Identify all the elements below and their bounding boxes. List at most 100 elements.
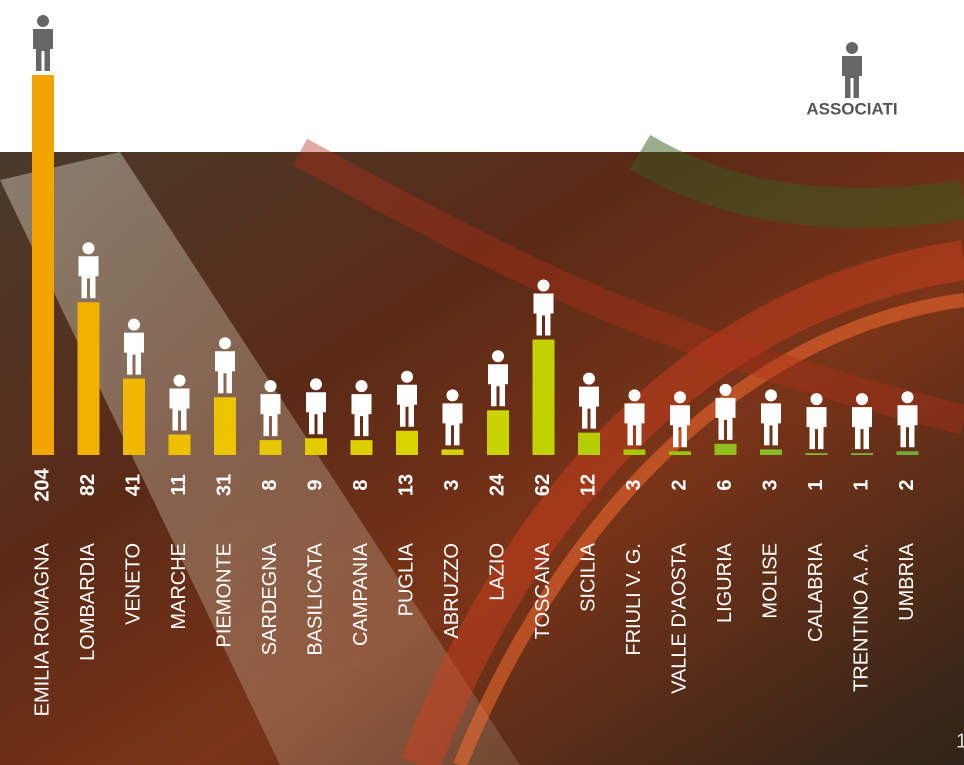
value-label: 9 [304,479,326,490]
value-label: 12 [577,474,599,496]
person-icon [124,318,144,375]
icon-head [37,15,49,27]
icon-head [82,242,95,255]
person-icon [78,242,99,299]
icon-body [306,392,326,435]
person-icon [624,389,645,446]
legend-label: ASSOCIATI [806,99,897,118]
person-icon [215,337,235,394]
value-label: 82 [77,474,99,496]
icon-body [852,407,872,450]
category-label: CAMPANIA [350,542,372,646]
person-icon [351,380,372,437]
icon-body [897,405,918,448]
icon-head [537,279,550,292]
category-label: TOSCANA [532,542,554,639]
value-label: 1 [805,479,827,490]
bar [32,75,54,455]
category-label: CALABRIA [805,542,827,642]
value-label: 3 [441,479,463,490]
icon-head [310,378,322,391]
person-icon [897,391,918,448]
bar [623,449,646,455]
icon-head [173,374,186,387]
bar [77,302,100,455]
bar [350,440,373,455]
category-label: ABRUZZO [441,543,463,639]
icon-body [670,405,690,448]
person-icon [533,279,554,336]
category-label: LOMBARDIA [77,542,99,660]
icon-head [765,389,777,402]
value-label: 3 [623,479,645,490]
icon-head [583,372,595,385]
icon-head [401,370,413,383]
icon-body [442,403,463,446]
icon-head [856,393,868,406]
bar [851,453,873,455]
value-label: 11 [168,474,190,495]
icon-head [719,383,732,396]
value-label: 24 [486,473,508,496]
category-label: VALLE D'AOSTA [668,542,690,694]
person-icon [806,393,827,450]
icon-body [715,397,736,440]
icon-body [579,386,599,429]
legend: ASSOCIATI [806,42,898,118]
category-label: TRENTINO A. A. [850,543,872,692]
bar [487,410,509,455]
icon-body [761,403,781,446]
bar [214,397,236,455]
bar [578,432,600,455]
icon-head [264,380,277,393]
category-label: EMILIA ROMAGNA [31,542,53,716]
icon-body [260,394,281,437]
icon-body [351,394,372,437]
value-label: 41 [122,474,144,496]
category-label: LAZIO [486,543,508,601]
category-label: UMBRIA [896,542,918,620]
value-label: 13 [395,474,417,496]
person-icon [260,380,281,437]
icon-body [215,351,235,394]
bar [123,378,145,455]
value-label: 6 [714,479,736,490]
person-icon [306,378,326,435]
value-label: 31 [213,474,235,496]
icon-head [219,337,231,350]
person-icon [761,389,781,446]
icon-body [124,332,144,375]
bar [805,453,828,455]
category-label: VENETO [122,543,144,625]
icon-body [533,293,554,336]
category-label: BASILICATA [304,542,326,655]
icon-head [128,318,140,331]
bar [760,449,782,455]
icon-body [397,384,417,427]
category-label: FRIULI V. G. [623,543,645,656]
person-icon [442,389,463,446]
bar [669,451,691,455]
category-label: MARCHE [168,543,190,630]
icon-head [846,42,858,54]
icon-body [33,29,53,71]
value-label: 3 [759,479,781,490]
value-label: 1 [850,479,872,490]
bar [714,443,737,455]
person-icon [670,391,690,448]
person-icon [33,15,53,71]
bar [305,438,327,455]
value-label: 8 [259,479,281,490]
bar [259,440,282,455]
person-icon [579,372,599,429]
page-number: 1 [956,730,964,752]
person-icon [715,383,736,440]
icon-head [492,350,504,363]
bar [168,434,191,455]
icon-head [901,391,914,404]
person-icon [488,350,508,407]
icon-body [842,56,862,98]
value-label: 2 [668,479,690,490]
